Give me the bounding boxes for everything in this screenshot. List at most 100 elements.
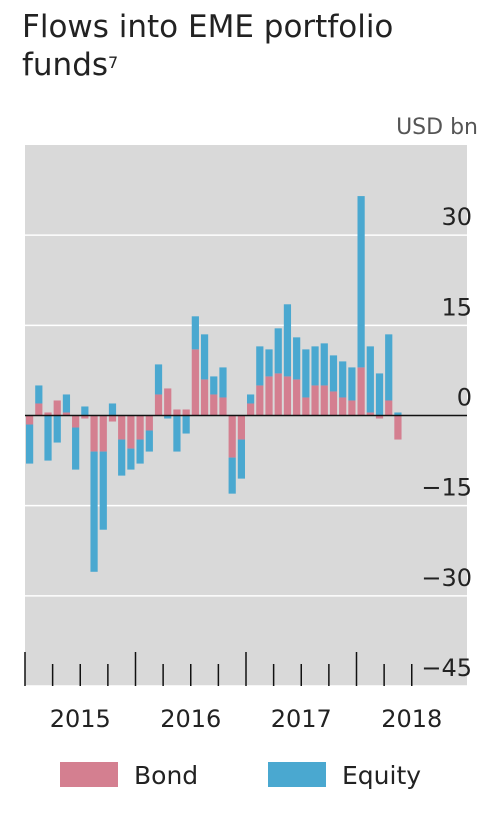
bar-segment (274, 373, 282, 416)
bar-segment (81, 415, 89, 419)
bar-segment (283, 376, 292, 416)
bar-segment (200, 334, 209, 380)
bar-segment (348, 367, 356, 401)
bar-segment (329, 391, 338, 416)
bar-segment (339, 361, 347, 398)
x-year-label: 2015 (50, 705, 111, 733)
bar-segment (210, 376, 218, 395)
bar-segment (320, 343, 328, 386)
bar-segment (154, 394, 163, 416)
bar-segment (366, 412, 374, 416)
legend-label: Equity (342, 761, 421, 790)
bar-segment (118, 415, 126, 440)
bar-segment (375, 415, 384, 419)
bar-segment (293, 337, 301, 380)
bar-segment (62, 412, 71, 416)
bar-segment (164, 388, 172, 416)
bar-segment (44, 412, 52, 416)
bar-segment (320, 385, 328, 416)
bar-segment (293, 379, 301, 416)
bar-segment (385, 400, 393, 416)
legend-label: Bond (134, 761, 198, 790)
title-note: 7 (108, 53, 119, 72)
bar-segment (219, 367, 227, 398)
bar-segment (228, 415, 236, 458)
bar-segment (247, 403, 255, 416)
bar-segment (108, 415, 117, 422)
unit-label: USD bn (396, 115, 478, 140)
bar-segment (219, 397, 227, 416)
x-year-label: 2017 (271, 705, 332, 733)
bar-segment (256, 385, 264, 416)
bar-segment (145, 430, 153, 452)
bar-segment (72, 427, 80, 470)
bar-segment (53, 400, 61, 416)
bar-segment (44, 415, 52, 461)
chart-title: Flows into EME portfolio funds7 (22, 8, 462, 84)
bar-segment (90, 415, 98, 452)
bar-segment (53, 415, 61, 443)
bar-segment (99, 451, 107, 530)
bar-segment (311, 385, 319, 416)
bar-segment (256, 346, 264, 386)
bar-segment (173, 415, 181, 452)
bar-segment (136, 439, 144, 464)
bar-segment (127, 415, 135, 449)
bar-segment (394, 415, 402, 440)
bar-segment (283, 304, 292, 377)
bar-segment (302, 349, 310, 398)
bar-segment (237, 439, 245, 479)
bar-segment (366, 346, 374, 413)
bar-segment (339, 397, 347, 416)
bar-segment (26, 415, 34, 425)
bar-segment (35, 403, 43, 416)
bar-segment (145, 415, 153, 431)
bar-segment (302, 397, 310, 416)
y-tick-label: −15 (421, 474, 472, 502)
bar-segment (90, 451, 98, 572)
bar-segment (118, 439, 126, 476)
y-tick-label: −45 (421, 654, 472, 682)
bar-segment (311, 346, 319, 386)
y-tick-label: −30 (421, 564, 472, 592)
x-year-label: 2016 (160, 705, 221, 733)
bar-segment (237, 415, 245, 440)
bar-segment (191, 349, 199, 416)
bar-segment (182, 409, 190, 416)
bar-segment (99, 415, 107, 452)
bar-segment (62, 394, 71, 413)
x-year-label: 2018 (381, 705, 442, 733)
y-tick-label: 15 (441, 293, 472, 321)
bar-segment (173, 409, 181, 416)
title-text: Flows into EME portfolio funds (22, 9, 394, 83)
bar-segment (274, 328, 282, 374)
bar-segment (265, 349, 273, 377)
bar-segment (182, 415, 190, 434)
bar-segment (26, 424, 34, 464)
bar-segment (329, 355, 338, 392)
bar-segment (154, 364, 163, 395)
bar-segment (191, 316, 199, 350)
y-tick-label: 0 (457, 384, 472, 412)
bar-segment (81, 406, 89, 416)
bar-segment (108, 403, 117, 416)
legend-swatch (60, 762, 118, 787)
bar-segment (357, 367, 365, 416)
bar-segment (200, 379, 209, 416)
bar-segment (394, 412, 402, 416)
bar-segment (136, 415, 144, 440)
bar-segment (228, 457, 236, 494)
legend-swatch (268, 762, 326, 787)
bar-segment (375, 373, 384, 416)
bar-segment (247, 394, 255, 404)
bar-segment (35, 385, 43, 404)
bar-segment (72, 415, 80, 428)
bar-segment (164, 415, 172, 419)
bar-segment (348, 400, 356, 416)
bar-segment (357, 196, 365, 368)
bar-segment (127, 448, 135, 470)
bar-segment (210, 394, 218, 416)
y-tick-label: 30 (441, 203, 472, 231)
